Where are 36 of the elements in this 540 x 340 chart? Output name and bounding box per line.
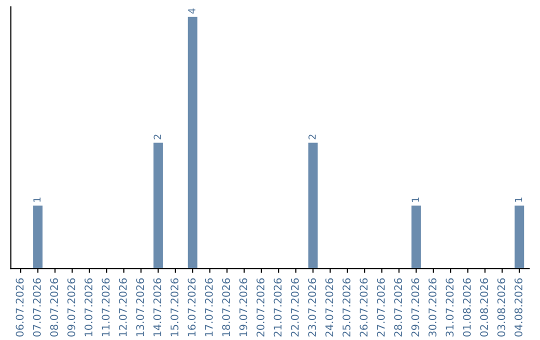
x-tick-label: 16.07.2026 — [188, 278, 196, 336]
x-tick-label: 10.07.2026 — [84, 278, 92, 336]
x-tick-label: 21.07.2026 — [274, 278, 282, 337]
x-tick-label: 17.07.2026 — [204, 278, 213, 336]
data-label: 4 — [188, 8, 196, 14]
x-tick-label: 31.07.2026 — [446, 278, 454, 336]
x-tick-label: 22.07.2026 — [290, 278, 299, 337]
x-tick-label: 11.07.2026 — [102, 278, 110, 336]
x-tick-label: 06.07.2026 — [16, 278, 24, 337]
x-tick-label: 12.07.2026 — [118, 278, 127, 336]
data-label: 2 — [154, 134, 161, 140]
x-tick-label: 24.07.2026 — [325, 278, 334, 337]
x-tick-label: 19.07.2026 — [239, 278, 248, 336]
x-tick-label: 04.08.2026 — [514, 278, 522, 337]
x-tick-label: 02.08.2026 — [480, 278, 488, 337]
x-tick-label: 20.07.2026 — [256, 278, 264, 337]
x-tick-label: 26.07.2026 — [360, 278, 368, 337]
data-label: 2 — [308, 134, 316, 140]
x-tick-label: 03.08.2026 — [497, 278, 506, 337]
x-tick-label: 18.07.2026 — [222, 278, 230, 336]
x-tick-label: 28.07.2026 — [394, 278, 402, 337]
data-label: 1 — [514, 198, 522, 202]
x-tick-label: 30.07.2026 — [428, 278, 436, 336]
x-tick-label: 27.07.2026 — [376, 278, 385, 337]
x-tick-label: 09.07.2026 — [67, 278, 76, 337]
x-tick-label: 15.07.2026 — [170, 278, 178, 336]
x-tick-label: 07.07.2026 — [32, 278, 41, 337]
data-label: 1 — [33, 198, 40, 202]
x-tick-label: 25.07.2026 — [342, 278, 350, 337]
x-tick-label: 01.08.2026 — [462, 278, 471, 337]
x-tick-label: 23.07.2026 — [308, 278, 316, 337]
data-label: 1 — [412, 198, 419, 202]
x-tick-label: 14.07.2026 — [153, 278, 162, 336]
x-tick-label: 13.07.2026 — [136, 278, 144, 336]
x-tick-label: 29.07.2026 — [411, 278, 420, 337]
x-tick-label: 08.07.2026 — [50, 278, 58, 337]
